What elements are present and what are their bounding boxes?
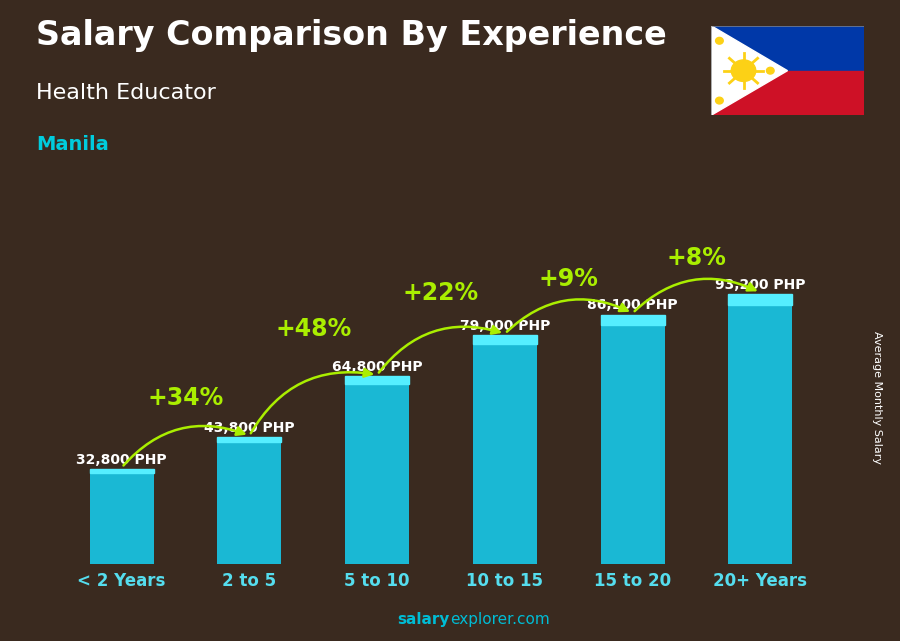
Bar <box>346 376 410 384</box>
Bar <box>218 437 282 564</box>
Bar <box>472 335 536 344</box>
Bar <box>600 315 664 324</box>
Text: Salary Comparison By Experience: Salary Comparison By Experience <box>36 19 667 52</box>
Text: 86,100 PHP: 86,100 PHP <box>588 298 678 312</box>
Circle shape <box>716 37 724 44</box>
Bar <box>711 71 864 115</box>
Text: +22%: +22% <box>403 281 479 305</box>
Text: Manila: Manila <box>36 135 109 154</box>
Circle shape <box>716 97 724 104</box>
Text: Average Monthly Salary: Average Monthly Salary <box>872 331 883 464</box>
Bar <box>218 437 282 442</box>
Text: 64,800 PHP: 64,800 PHP <box>332 360 422 374</box>
Circle shape <box>732 60 756 81</box>
Text: salary: salary <box>398 612 450 627</box>
Polygon shape <box>711 26 788 115</box>
Text: Health Educator: Health Educator <box>36 83 216 103</box>
Bar <box>90 469 154 564</box>
Text: +8%: +8% <box>667 246 726 271</box>
Bar <box>600 315 664 564</box>
Bar <box>728 294 792 304</box>
Text: explorer.com: explorer.com <box>450 612 550 627</box>
Text: 93,200 PHP: 93,200 PHP <box>716 278 806 292</box>
Text: +34%: +34% <box>148 386 223 410</box>
Bar <box>90 469 154 473</box>
Bar <box>346 376 410 564</box>
Text: 79,000 PHP: 79,000 PHP <box>460 319 550 333</box>
Bar <box>711 26 864 71</box>
Text: 43,800 PHP: 43,800 PHP <box>204 420 294 435</box>
Bar <box>472 335 536 564</box>
Text: +9%: +9% <box>539 267 599 291</box>
Bar <box>728 294 792 564</box>
Text: 32,800 PHP: 32,800 PHP <box>76 453 167 467</box>
Circle shape <box>767 67 774 74</box>
Text: +48%: +48% <box>275 317 351 340</box>
